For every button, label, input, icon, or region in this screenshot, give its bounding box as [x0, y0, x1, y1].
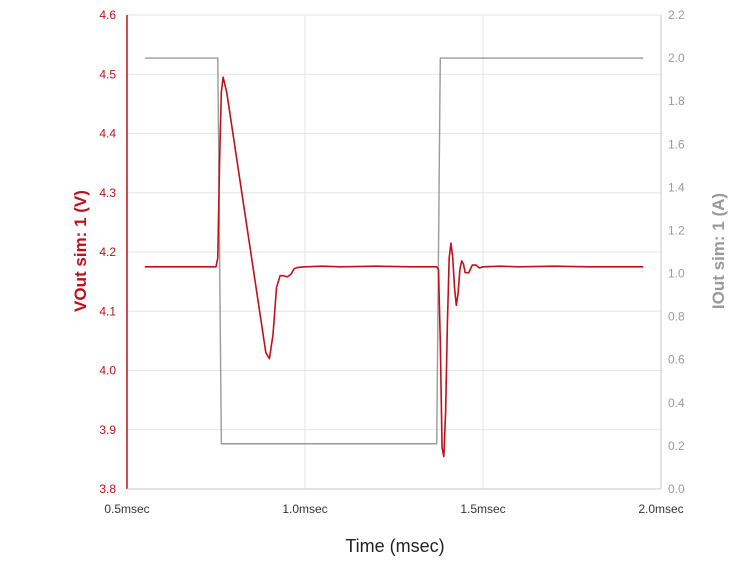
axes	[126, 15, 662, 490]
grid	[126, 14, 662, 490]
left-tick-label: 4.1	[99, 304, 116, 318]
left-tick-label: 4.2	[99, 245, 116, 259]
x-tick-label: 0.5msec	[104, 502, 149, 516]
right-tick-label: 1.0	[668, 267, 685, 281]
left-tick-label: 3.9	[99, 423, 116, 437]
left-tick-label: 4.4	[99, 127, 116, 141]
right-tick-label: 0.2	[668, 439, 685, 453]
right-tick-label: 1.2	[668, 223, 685, 237]
left-tick-label: 4.5	[99, 67, 116, 81]
left-tick-label: 3.8	[99, 482, 116, 496]
left-tick-label: 4.0	[99, 364, 116, 378]
right-tick-label: 0.8	[668, 310, 685, 324]
series-layer	[144, 57, 644, 458]
right-tick-label: 1.8	[668, 94, 685, 108]
right-tick-label: 0.6	[668, 353, 685, 367]
x-tick-label: 2.0msec	[638, 502, 683, 516]
right-tick-label: 1.6	[668, 137, 685, 151]
right-axis-label: IOut sim: 1 (A)	[709, 193, 728, 309]
left-tick-label: 4.3	[99, 186, 116, 200]
right-tick-label: 0.4	[668, 396, 685, 410]
left-tick-label: 4.6	[99, 8, 116, 22]
x-tick-label: 1.5msec	[460, 502, 505, 516]
right-tick-label: 2.2	[668, 8, 685, 22]
left-axis-label: VOut sim: 1 (V)	[71, 190, 90, 312]
x-axis-label: Time (msec)	[345, 536, 444, 556]
x-axis-ticks: 0.5msec 1.0msec 1.5msec 2.0msec	[104, 502, 683, 516]
left-axis-ticks: 3.8 3.9 4.0 4.1 4.2 4.3 4.4 4.5 4.6	[99, 8, 116, 496]
right-tick-label: 2.0	[668, 51, 685, 65]
right-tick-label: 0.0	[668, 482, 685, 496]
x-tick-label: 1.0msec	[282, 502, 327, 516]
vout-series-line	[144, 76, 644, 458]
right-tick-label: 1.4	[668, 180, 685, 194]
right-axis-ticks: 0.0 0.2 0.4 0.6 0.8 1.0 1.2 1.4 1.6 1.8 2.0 2.2	[668, 8, 685, 496]
iout-series-line	[144, 57, 644, 445]
